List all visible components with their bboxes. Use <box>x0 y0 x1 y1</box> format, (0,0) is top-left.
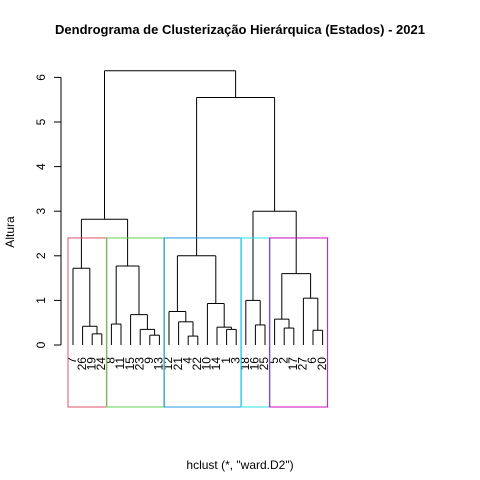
leaf-label: 4 <box>180 357 194 364</box>
cluster-rectangle <box>240 237 271 408</box>
dendrogram-tree <box>72 70 324 345</box>
x-axis-sublabel: hclust (*, "ward.D2") <box>186 458 294 472</box>
y-tick-label: 4 <box>34 163 48 170</box>
leaf-label: 3 <box>228 357 242 364</box>
leaf-label: 14 <box>209 357 223 371</box>
cluster-rectangle <box>105 237 165 408</box>
cluster-rectangle <box>163 237 242 408</box>
y-tick-label: 3 <box>34 208 48 215</box>
leaf-labels: 7261924811152391312214221014131816255217… <box>65 357 329 371</box>
leaf-label: 21 <box>171 357 185 371</box>
leaf-label: 2 <box>276 357 290 364</box>
leaf-label: 11 <box>113 357 127 370</box>
leaf-label: 23 <box>132 357 146 371</box>
leaf-label: 27 <box>296 357 310 371</box>
cluster-rectangles <box>67 237 329 408</box>
leaf-label: 10 <box>200 357 214 371</box>
leaf-label: 13 <box>152 357 166 371</box>
leaf-label: 7 <box>65 357 79 364</box>
y-tick-label: 0 <box>34 341 48 348</box>
leaf-label: 19 <box>84 357 98 371</box>
leaf-label: 26 <box>75 357 89 371</box>
y-tick-label: 6 <box>34 74 48 81</box>
y-tick-label: 1 <box>34 297 48 304</box>
y-axis-label: Altura <box>3 216 17 248</box>
leaf-label: 15 <box>123 357 137 371</box>
leaf-label: 16 <box>248 357 262 371</box>
y-tick-label: 2 <box>34 252 48 259</box>
y-axis: 0 1 2 3 4 5 6 <box>34 74 62 348</box>
leaf-label: 17 <box>286 357 300 371</box>
leaf-label: 6 <box>305 357 319 364</box>
cluster-rectangle <box>67 237 108 408</box>
leaf-label: 8 <box>104 357 118 364</box>
leaf-label: 9 <box>142 357 156 364</box>
leaf-label: 24 <box>94 357 108 371</box>
leaf-label: 20 <box>315 357 329 371</box>
leaf-label: 22 <box>190 357 204 371</box>
cluster-rectangle <box>269 237 329 408</box>
leaf-label: 1 <box>219 357 233 364</box>
leaf-label: 25 <box>257 357 271 371</box>
chart-title: Dendrograma de Clusterização Hierárquica… <box>55 22 425 37</box>
y-tick-label: 5 <box>34 118 48 125</box>
leaf-label: 5 <box>267 357 281 364</box>
